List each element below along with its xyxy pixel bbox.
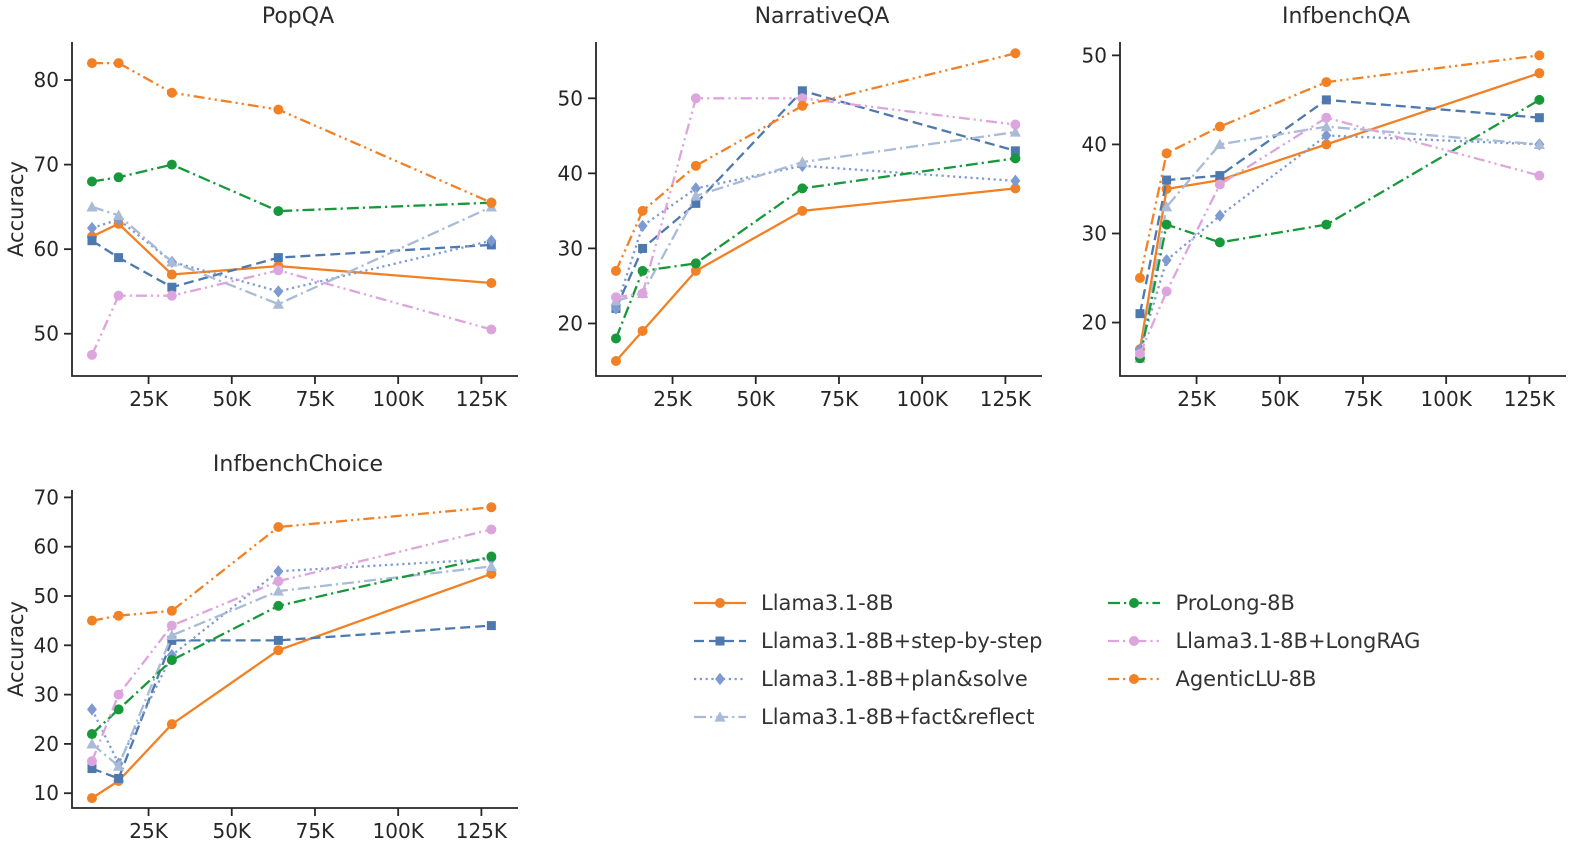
y-axis-label-text: Accuracy: [4, 601, 28, 697]
chart-title-infbenchchoice: InfbenchChoice: [212, 452, 384, 477]
legend-label: ProLong-8B: [1175, 591, 1295, 615]
svg-text:30: 30: [558, 236, 583, 260]
svg-text:40: 40: [1082, 132, 1107, 156]
svg-text:50K: 50K: [212, 819, 251, 843]
legend-item-plan-solve: Llama3.1-8B+plan&solve: [692, 660, 1042, 698]
svg-text:50K: 50K: [212, 387, 251, 411]
llama-line-sample-icon: [692, 591, 748, 615]
svg-text:100K: 100K: [373, 387, 425, 411]
svg-text:75K: 75K: [296, 819, 335, 843]
legend-label: Llama3.1-8B+plan&solve: [761, 667, 1028, 691]
step-line-sample-icon: [692, 629, 748, 653]
legend-item-step-by-step: Llama3.1-8B+step-by-step: [692, 622, 1042, 660]
legend-column-1: Llama3.1-8B Llama3.1-8B+step-by-step Lla…: [692, 584, 1042, 736]
legend-column-2: ProLong-8B Llama3.1-8B+LongRAG AgenticLU…: [1106, 584, 1420, 736]
svg-text:75K: 75K: [820, 387, 859, 411]
chart-narrativeqa: NarrativeQA 20 30 40 50 25K 50K 75K 100K 125K: [524, 0, 1048, 422]
svg-text:125K: 125K: [980, 387, 1032, 411]
legend-label: Llama3.1-8B: [761, 591, 894, 615]
legend: Llama3.1-8B Llama3.1-8B+step-by-step Lla…: [692, 584, 1420, 736]
svg-text:30: 30: [1082, 221, 1107, 245]
svg-text:75K: 75K: [1344, 387, 1383, 411]
chart-popqa: PopQA Accuracy 50 60 70 80 25K 50K 75K 100K 125K: [0, 0, 524, 422]
svg-text:50K: 50K: [1260, 387, 1299, 411]
legend-item-llama31-8b: Llama3.1-8B: [692, 584, 1042, 622]
legend-label: Llama3.1-8B+fact&reflect: [761, 705, 1035, 729]
infbenchqa-plot-area: 20 30 40 50 25K 50K 75K 100K 125K: [1082, 42, 1566, 411]
svg-text:75K: 75K: [296, 387, 335, 411]
svg-text:60: 60: [34, 535, 59, 559]
svg-text:80: 80: [34, 68, 59, 92]
svg-text:100K: 100K: [373, 819, 425, 843]
legend-item-fact-reflect: Llama3.1-8B+fact&reflect: [692, 698, 1042, 736]
svg-text:50: 50: [34, 584, 59, 608]
legend-item-prolong-8b: ProLong-8B: [1106, 584, 1420, 622]
svg-text:50: 50: [34, 322, 59, 346]
svg-text:20: 20: [34, 732, 59, 756]
svg-text:25K: 25K: [129, 387, 168, 411]
chart-title-infbenchqa: InfbenchQA: [1281, 4, 1411, 29]
svg-text:125K: 125K: [456, 819, 508, 843]
infbenchchoice-plot-area: 10 20 30 40 50 60 70 25K 50K 75K 100K 125K: [34, 485, 518, 843]
legend-item-agenticlu-8b: AgenticLU-8B: [1106, 660, 1420, 698]
fact-line-sample-icon: [692, 705, 748, 729]
y-axis-label-infbenchchoice: Accuracy: [2, 490, 30, 808]
chart-title-popqa: PopQA: [261, 4, 335, 29]
svg-text:20: 20: [558, 311, 583, 335]
svg-text:70: 70: [34, 153, 59, 177]
svg-text:10: 10: [34, 781, 59, 805]
narrativeqa-plot-area: 20 30 40 50 25K 50K 75K 100K 125K: [558, 42, 1042, 411]
svg-text:40: 40: [34, 633, 59, 657]
svg-text:60: 60: [34, 237, 59, 261]
prolong-line-sample-icon: [1106, 591, 1162, 615]
chart-infbenchqa: InfbenchQA 20 30 40 50 25K 50K 75K 100K 125K: [1048, 0, 1572, 422]
legend-label: Llama3.1-8B+step-by-step: [761, 629, 1043, 653]
svg-text:100K: 100K: [897, 387, 949, 411]
svg-text:125K: 125K: [456, 387, 508, 411]
svg-text:50K: 50K: [736, 387, 775, 411]
legend-label: AgenticLU-8B: [1175, 667, 1317, 691]
y-axis-label-popqa: Accuracy: [2, 42, 30, 376]
legend-label: Llama3.1-8B+LongRAG: [1175, 629, 1421, 653]
svg-text:25K: 25K: [653, 387, 692, 411]
plan-line-sample-icon: [692, 667, 748, 691]
chart-infbenchchoice: InfbenchChoice Accuracy 10 20 30 40 50 60 70 25…: [0, 448, 524, 854]
svg-text:25K: 25K: [1177, 387, 1216, 411]
svg-text:125K: 125K: [1504, 387, 1556, 411]
svg-text:50: 50: [558, 86, 583, 110]
svg-text:100K: 100K: [1421, 387, 1473, 411]
charts-bottom-row: InfbenchChoice Accuracy 10 20 30 40 50 60 70 25…: [0, 448, 1573, 854]
svg-text:20: 20: [1082, 311, 1107, 335]
svg-text:50: 50: [1082, 43, 1107, 67]
agenticlu-line-sample-icon: [1106, 667, 1162, 691]
charts-top-row: PopQA Accuracy 50 60 70 80 25K 50K 75K 100K 125K…: [0, 0, 1573, 422]
svg-text:40: 40: [558, 161, 583, 185]
popqa-plot-area: 50 60 70 80 25K 50K 75K 100K 125K: [34, 42, 518, 411]
y-axis-label-text: Accuracy: [4, 161, 28, 257]
chart-title-narrativeqa: NarrativeQA: [754, 4, 890, 29]
longrag-line-sample-icon: [1106, 629, 1162, 653]
svg-text:70: 70: [34, 485, 59, 509]
svg-text:30: 30: [34, 683, 59, 707]
legend-item-longrag: Llama3.1-8B+LongRAG: [1106, 622, 1420, 660]
svg-text:25K: 25K: [129, 819, 168, 843]
